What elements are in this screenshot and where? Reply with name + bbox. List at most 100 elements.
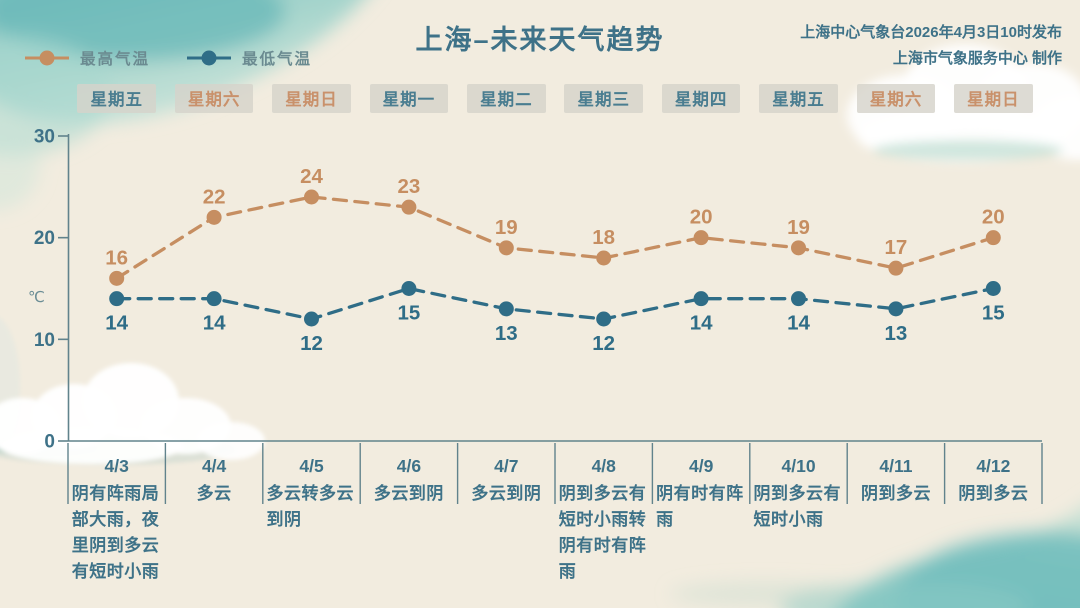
legend-item-low: 最低气温 — [186, 47, 312, 69]
weekday-label-5: 星期二 — [467, 84, 546, 113]
weather-text: 阴到多云 — [860, 484, 931, 503]
high-temp-point — [206, 209, 222, 225]
high-temp-point — [693, 230, 709, 246]
low-temp-value-label: 13 — [495, 322, 518, 345]
weather-description: 阴到多云有短时小雨转阴有时有阵雨 — [555, 481, 652, 585]
weekday-label-9: 星期六 — [856, 84, 936, 113]
high-temp-value-label: 19 — [495, 216, 518, 239]
weather-text: 多云到阴 — [373, 484, 444, 503]
weekday-cell: 星期二 — [458, 84, 555, 113]
weather-description: 阴有阵雨局部大雨，夜里阴到多云有短时小雨 — [68, 481, 165, 585]
date-column: 4/8 阴到多云有短时小雨转阴有时有阵雨 — [555, 447, 652, 608]
date-column: 4/5 多云转多云到阴 — [263, 447, 360, 608]
low-temp-value-label: 12 — [592, 332, 615, 355]
weather-description: 多云到阴 — [458, 481, 555, 507]
low-temp-value-label: 14 — [105, 312, 128, 335]
date-label: 4/6 — [396, 456, 422, 476]
low-temp-value-label: 12 — [300, 332, 323, 355]
y-tick-label: 30 — [34, 127, 55, 148]
weekday-cell: 星期五 — [750, 84, 847, 113]
date-label: 4/9 — [688, 456, 714, 476]
producer-text: 上海市气象服务中心 制作 — [892, 50, 1062, 67]
high-temp-point — [304, 189, 319, 205]
clouds-bottom-left — [0, 317, 265, 465]
weather-description: 多云转多云到阴 — [263, 481, 360, 533]
high-temp-value-label: 22 — [203, 185, 226, 208]
legend-item-high: 最高气温 — [24, 47, 150, 69]
date-column: 4/7 多云到阴 — [458, 447, 555, 608]
weather-description: 阴到多云 — [847, 481, 944, 507]
high-temp-marker-icon — [25, 50, 69, 66]
weekday-label-8: 星期五 — [759, 84, 838, 113]
weekday-cell: 星期三 — [555, 84, 652, 113]
weekday-label-2: 星期六 — [174, 84, 254, 113]
low-temp-value-label: 14 — [787, 312, 810, 335]
date-label: 4/5 — [299, 456, 324, 476]
weekday-label-6: 星期三 — [564, 84, 643, 113]
high-temp-point — [791, 240, 806, 256]
date-column: 4/3 阴有阵雨局部大雨，夜里阴到多云有短时小雨 — [68, 447, 165, 608]
date-column: 4/9 阴有时有阵雨 — [652, 447, 749, 608]
weekday-row: 星期五 星期六 星期日 星期一 星期二 星期三 星期四 星期五 星期六 星期日 — [68, 84, 1042, 113]
weather-text: 多云转多云到阴 — [266, 484, 355, 529]
low-temp-point — [791, 291, 806, 307]
legend: 最高气温 最低气温 — [24, 47, 312, 69]
date-row: 4/3 阴有阵雨局部大雨，夜里阴到多云有短时小雨 4/4 多云 4/5 多云转多云到阴 4/… — [68, 447, 1042, 608]
low-temp-point — [985, 281, 1001, 296]
high-temp-point — [498, 240, 514, 256]
high-temp-value-label: 17 — [884, 236, 907, 259]
date-column: 4/10 阴到多云有短时小雨 — [750, 447, 847, 608]
high-temp-point — [888, 260, 904, 276]
high-temp-point — [109, 270, 125, 286]
low-temp-value-label: 15 — [982, 302, 1005, 325]
low-temp-point — [888, 301, 904, 317]
date-column: 4/4 多云 — [165, 447, 262, 608]
low-temp-point — [206, 291, 222, 307]
legend-high-label: 最高气温 — [80, 51, 151, 68]
weather-text: 阴到多云 — [958, 484, 1029, 503]
y-tick-label: 0 — [44, 432, 55, 453]
high-temp-point — [401, 199, 417, 215]
date-label: 4/4 — [201, 456, 227, 476]
source-info: 上海中心气象台2026年4月3日10时发布 上海市气象服务中心 制作 — [800, 20, 1062, 72]
date-label: 4/11 — [879, 456, 913, 476]
high-temp-value-label: 23 — [397, 175, 420, 198]
weather-text: 阴有时有阵雨 — [656, 484, 744, 529]
low-temp-value-label: 14 — [203, 312, 226, 335]
low-temp-value-label: 13 — [884, 322, 907, 345]
weather-text: 多云到阴 — [471, 484, 542, 503]
date-label: 4/3 — [104, 456, 129, 476]
issue-time-text: 上海中心气象台2026年4月3日10时发布 — [800, 24, 1062, 41]
weather-description: 阴到多云 — [945, 481, 1042, 507]
y-axis-unit-label: ℃ — [28, 289, 45, 306]
weekday-label-1: 星期五 — [77, 84, 156, 113]
high-temp-value-label: 20 — [982, 206, 1005, 229]
high-temp-value-label: 20 — [690, 206, 713, 229]
weekday-label-7: 星期四 — [661, 84, 741, 113]
high-temp-point — [596, 250, 612, 266]
weekday-cell: 星期六 — [847, 84, 944, 113]
date-column: 4/12 阴到多云 — [945, 447, 1042, 608]
weekday-cell: 星期六 — [165, 84, 262, 113]
weather-description: 多云到阴 — [360, 481, 457, 507]
weather-text: 阴有阵雨局部大雨，夜里阴到多云有短时小雨 — [71, 484, 160, 581]
low-temp-value-label: 15 — [397, 302, 420, 325]
weather-description: 阴到多云有短时小雨 — [750, 481, 847, 533]
weekday-cell: 星期一 — [360, 84, 457, 113]
date-column: 4/6 多云到阴 — [360, 447, 457, 608]
legend-low-label: 最低气温 — [242, 51, 313, 68]
low-temp-line — [115, 286, 995, 321]
weekday-label-10: 星期日 — [954, 84, 1033, 113]
weather-description: 多云 — [165, 481, 262, 507]
y-tick-label: 20 — [34, 228, 55, 249]
low-temp-value-label: 14 — [690, 312, 713, 335]
weather-text: 多云 — [196, 484, 232, 503]
date-label: 4/8 — [591, 456, 616, 476]
high-temp-value-label: 18 — [592, 226, 615, 249]
low-temp-point — [401, 281, 417, 296]
date-label: 4/10 — [781, 456, 816, 476]
weather-description: 阴有时有阵雨 — [652, 481, 749, 533]
low-temp-point — [596, 311, 612, 327]
low-temp-point — [109, 291, 125, 307]
weekday-cell: 星期日 — [945, 84, 1042, 113]
